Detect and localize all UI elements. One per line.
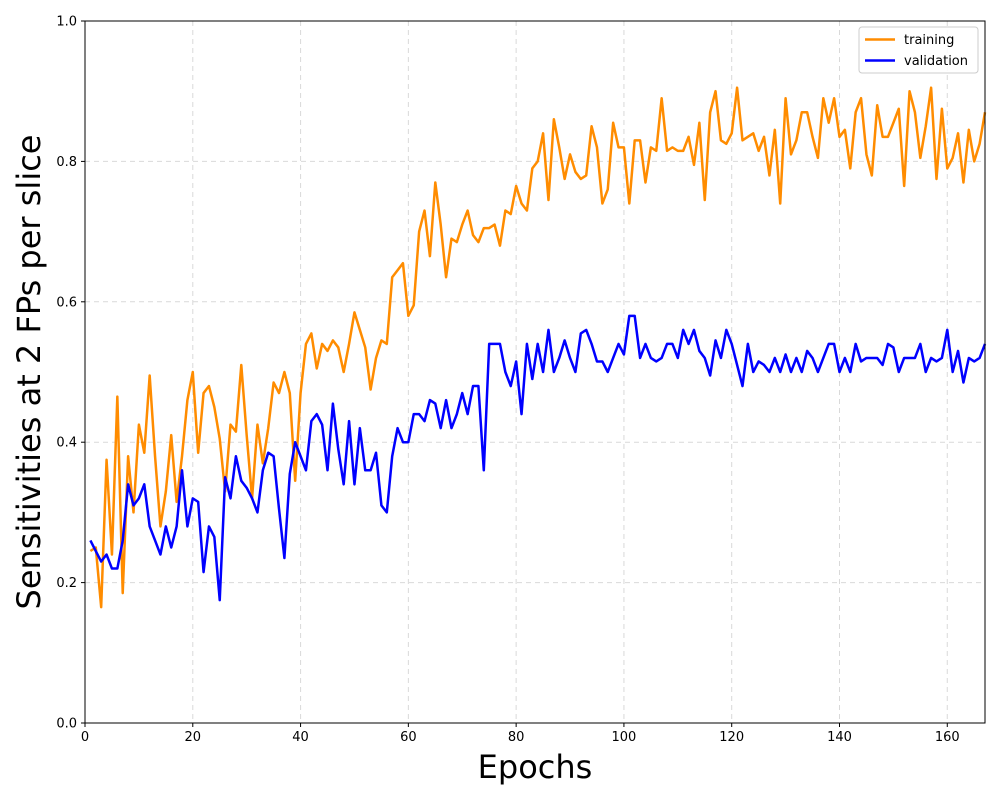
y-tick-label: 1.0 <box>56 15 77 30</box>
series-line-training <box>89 86 987 609</box>
x-tick-label: 0 <box>81 730 89 745</box>
y-tick-label: 0.8 <box>56 155 77 170</box>
y-axis: 0.0 0.2 0.4 0.6 0.8 1.0 <box>56 15 85 732</box>
legend: training validation <box>858 26 979 74</box>
y-tick-label: 0.2 <box>56 576 77 591</box>
y-tick-label: 0.4 <box>56 436 77 451</box>
plot-frame <box>84 20 986 724</box>
legend-label-training: training <box>904 33 954 48</box>
x-tick-label: 100 <box>612 730 637 745</box>
x-tick-label: 80 <box>508 730 525 745</box>
x-axis-title: Epochs <box>478 748 593 786</box>
x-axis: 0 20 40 60 80 100 120 140 160 <box>81 723 960 745</box>
legend-label-validation: validation <box>904 54 968 69</box>
series-line-validation <box>89 314 987 602</box>
x-tick-label: 160 <box>935 730 960 745</box>
x-tick-label: 140 <box>827 730 852 745</box>
series-layer <box>89 86 987 609</box>
x-tick-label: 120 <box>719 730 744 745</box>
y-tick-label: 0.0 <box>56 717 77 732</box>
x-tick-label: 60 <box>400 730 417 745</box>
y-axis-title: Sensitivities at 2 FPs per slice <box>10 135 48 610</box>
x-tick-label: 40 <box>292 730 309 745</box>
y-tick-label: 0.6 <box>56 295 77 310</box>
x-tick-label: 20 <box>185 730 202 745</box>
